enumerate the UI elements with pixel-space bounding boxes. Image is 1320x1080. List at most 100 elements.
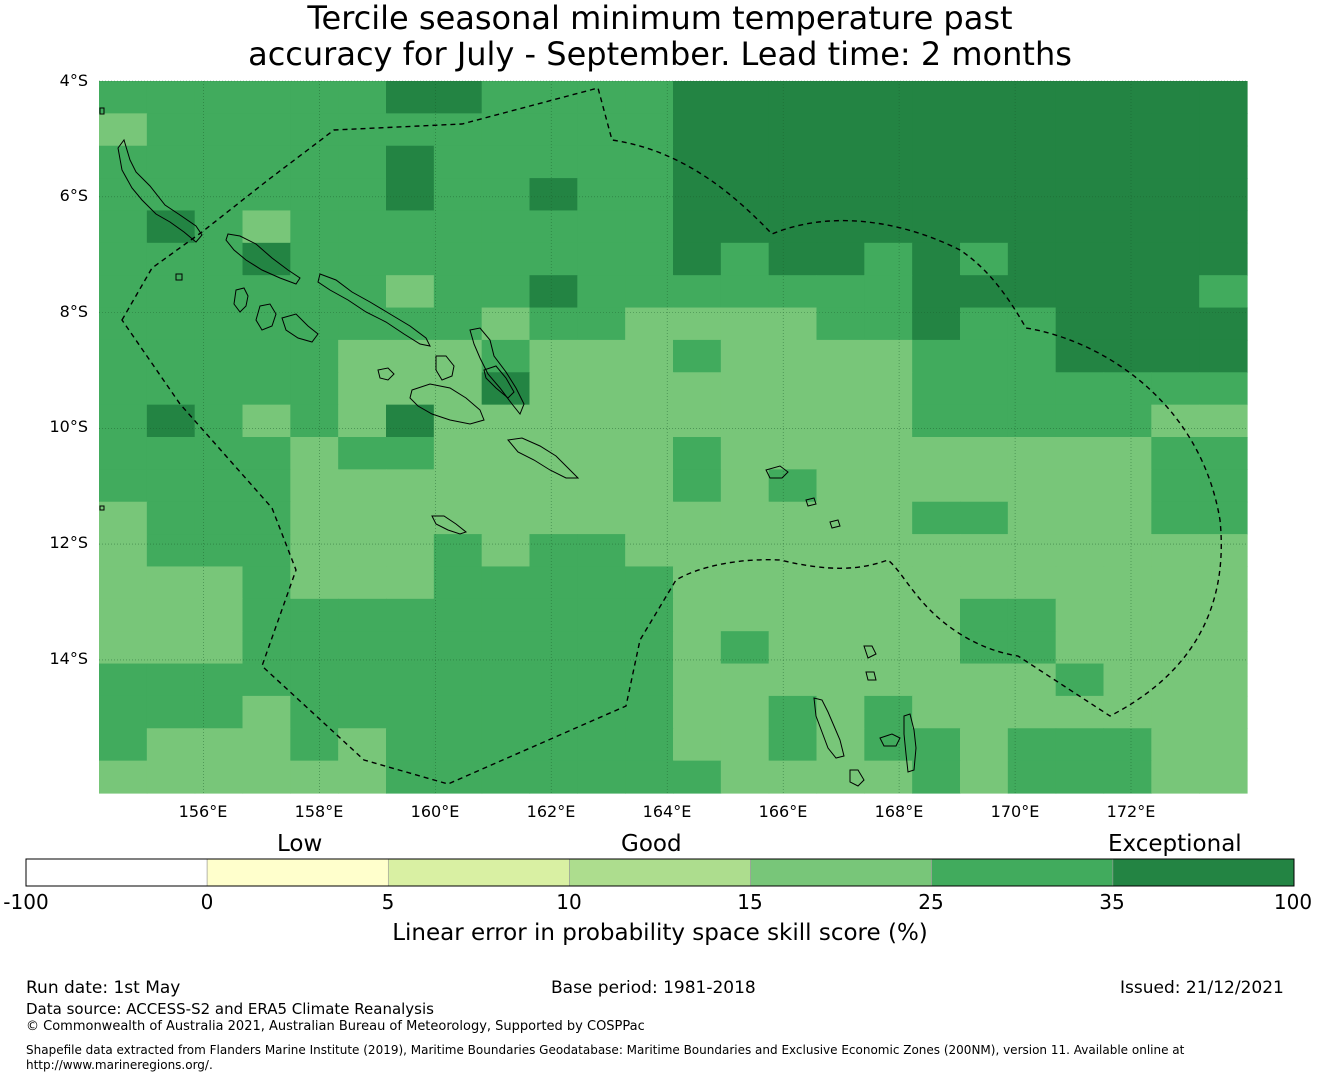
skill-cell	[338, 663, 387, 697]
skill-cell	[960, 534, 1009, 568]
skill-cell	[1007, 307, 1057, 341]
skill-cell	[290, 663, 339, 697]
skill-cell	[1055, 307, 1105, 341]
skill-cell	[1151, 404, 1200, 438]
island-outline	[483, 365, 515, 399]
skill-cell	[194, 760, 244, 794]
skill-cell	[577, 566, 626, 600]
skill-cell	[1103, 728, 1152, 762]
skill-cell	[290, 631, 339, 665]
skill-cell	[1151, 760, 1200, 794]
skill-cell	[242, 469, 291, 503]
skill-cell	[194, 275, 244, 309]
skill-cell	[481, 242, 531, 276]
skill-cell	[912, 81, 961, 114]
skill-cell	[1103, 210, 1152, 244]
skill-cell	[1055, 113, 1105, 147]
skill-cell	[912, 210, 961, 244]
skill-cell	[768, 145, 818, 179]
skill-cell	[1199, 339, 1248, 373]
skill-cell	[816, 372, 865, 406]
colorbar-segment	[387, 858, 570, 887]
skill-cell	[99, 501, 148, 535]
skill-cell	[338, 728, 387, 762]
skill-cell	[386, 113, 435, 147]
skill-cell	[720, 372, 770, 406]
skill-cell	[194, 469, 244, 503]
skill-cell	[529, 437, 578, 470]
skill-cell	[768, 178, 818, 212]
skill-cell	[146, 631, 196, 665]
skill-cell	[194, 598, 244, 632]
skill-cell	[194, 534, 244, 568]
colorbar-segment	[750, 858, 933, 887]
island-outline	[813, 697, 845, 759]
skill-cell	[673, 501, 722, 535]
skill-cell	[816, 210, 865, 244]
skill-cell	[1055, 631, 1105, 665]
island-outline	[879, 733, 901, 747]
skill-cell	[720, 760, 770, 794]
skill-cell	[242, 437, 291, 470]
skill-cell	[577, 663, 626, 697]
skill-cell	[960, 501, 1009, 535]
skill-cell	[673, 113, 722, 147]
skill-cell	[577, 760, 626, 794]
skill-cell	[1055, 275, 1105, 309]
skill-cell	[433, 728, 483, 762]
island-outline	[255, 303, 277, 331]
skill-cell	[146, 437, 196, 470]
skill-cell	[1151, 242, 1200, 276]
lon-label-160e: 160°E	[410, 802, 460, 821]
colorbar-tick-10: 10	[556, 890, 582, 914]
title-line-2: accuracy for July - September. Lead time…	[248, 35, 1072, 73]
skill-cell	[673, 631, 722, 665]
skill-cell	[720, 404, 770, 438]
shapefile-credit: Shapefile data extracted from Flanders M…	[26, 1043, 1185, 1057]
skill-cell	[529, 695, 578, 729]
skill-cell	[625, 210, 674, 244]
skill-cell	[768, 598, 818, 632]
skill-cell	[386, 695, 435, 729]
skill-cell	[1055, 242, 1105, 276]
skill-cell	[1103, 663, 1152, 697]
skill-cell	[625, 242, 674, 276]
skill-cell	[816, 663, 865, 697]
skill-cell	[146, 178, 196, 212]
title-line-1: Tercile seasonal minimum temperature pas…	[307, 0, 1013, 37]
island-outline	[99, 107, 105, 115]
skill-cell	[577, 501, 626, 535]
skill-cell	[481, 307, 531, 341]
skill-cell	[99, 631, 148, 665]
skill-cell	[673, 242, 722, 276]
skill-cell	[1103, 598, 1152, 632]
lon-label-156e: 156°E	[178, 802, 228, 821]
skill-cell	[960, 566, 1009, 600]
skill-cell	[242, 275, 291, 309]
skill-cell	[960, 178, 1009, 212]
skill-cell	[960, 307, 1009, 341]
skill-cell	[577, 534, 626, 568]
skill-cell	[960, 404, 1009, 438]
skill-cell	[433, 469, 483, 503]
skill-cell	[768, 760, 818, 794]
lon-label-168e: 168°E	[874, 802, 924, 821]
skill-cell	[1199, 631, 1248, 665]
skill-cell	[577, 210, 626, 244]
skill-cell	[625, 760, 674, 794]
skill-cell	[673, 81, 722, 114]
skill-cell	[864, 695, 913, 729]
skill-cell	[1103, 760, 1152, 794]
skill-cell	[433, 760, 483, 794]
skill-cell	[386, 275, 435, 309]
skill-cell	[912, 760, 961, 794]
skill-cell	[146, 663, 196, 697]
skill-cell	[529, 145, 578, 179]
skill-cell	[290, 113, 339, 147]
skill-cell	[912, 339, 961, 373]
skill-cell	[242, 404, 291, 438]
skill-cell	[1199, 404, 1248, 438]
skill-cell	[577, 598, 626, 632]
skill-cell	[338, 81, 387, 114]
skill-cell	[1103, 275, 1152, 309]
